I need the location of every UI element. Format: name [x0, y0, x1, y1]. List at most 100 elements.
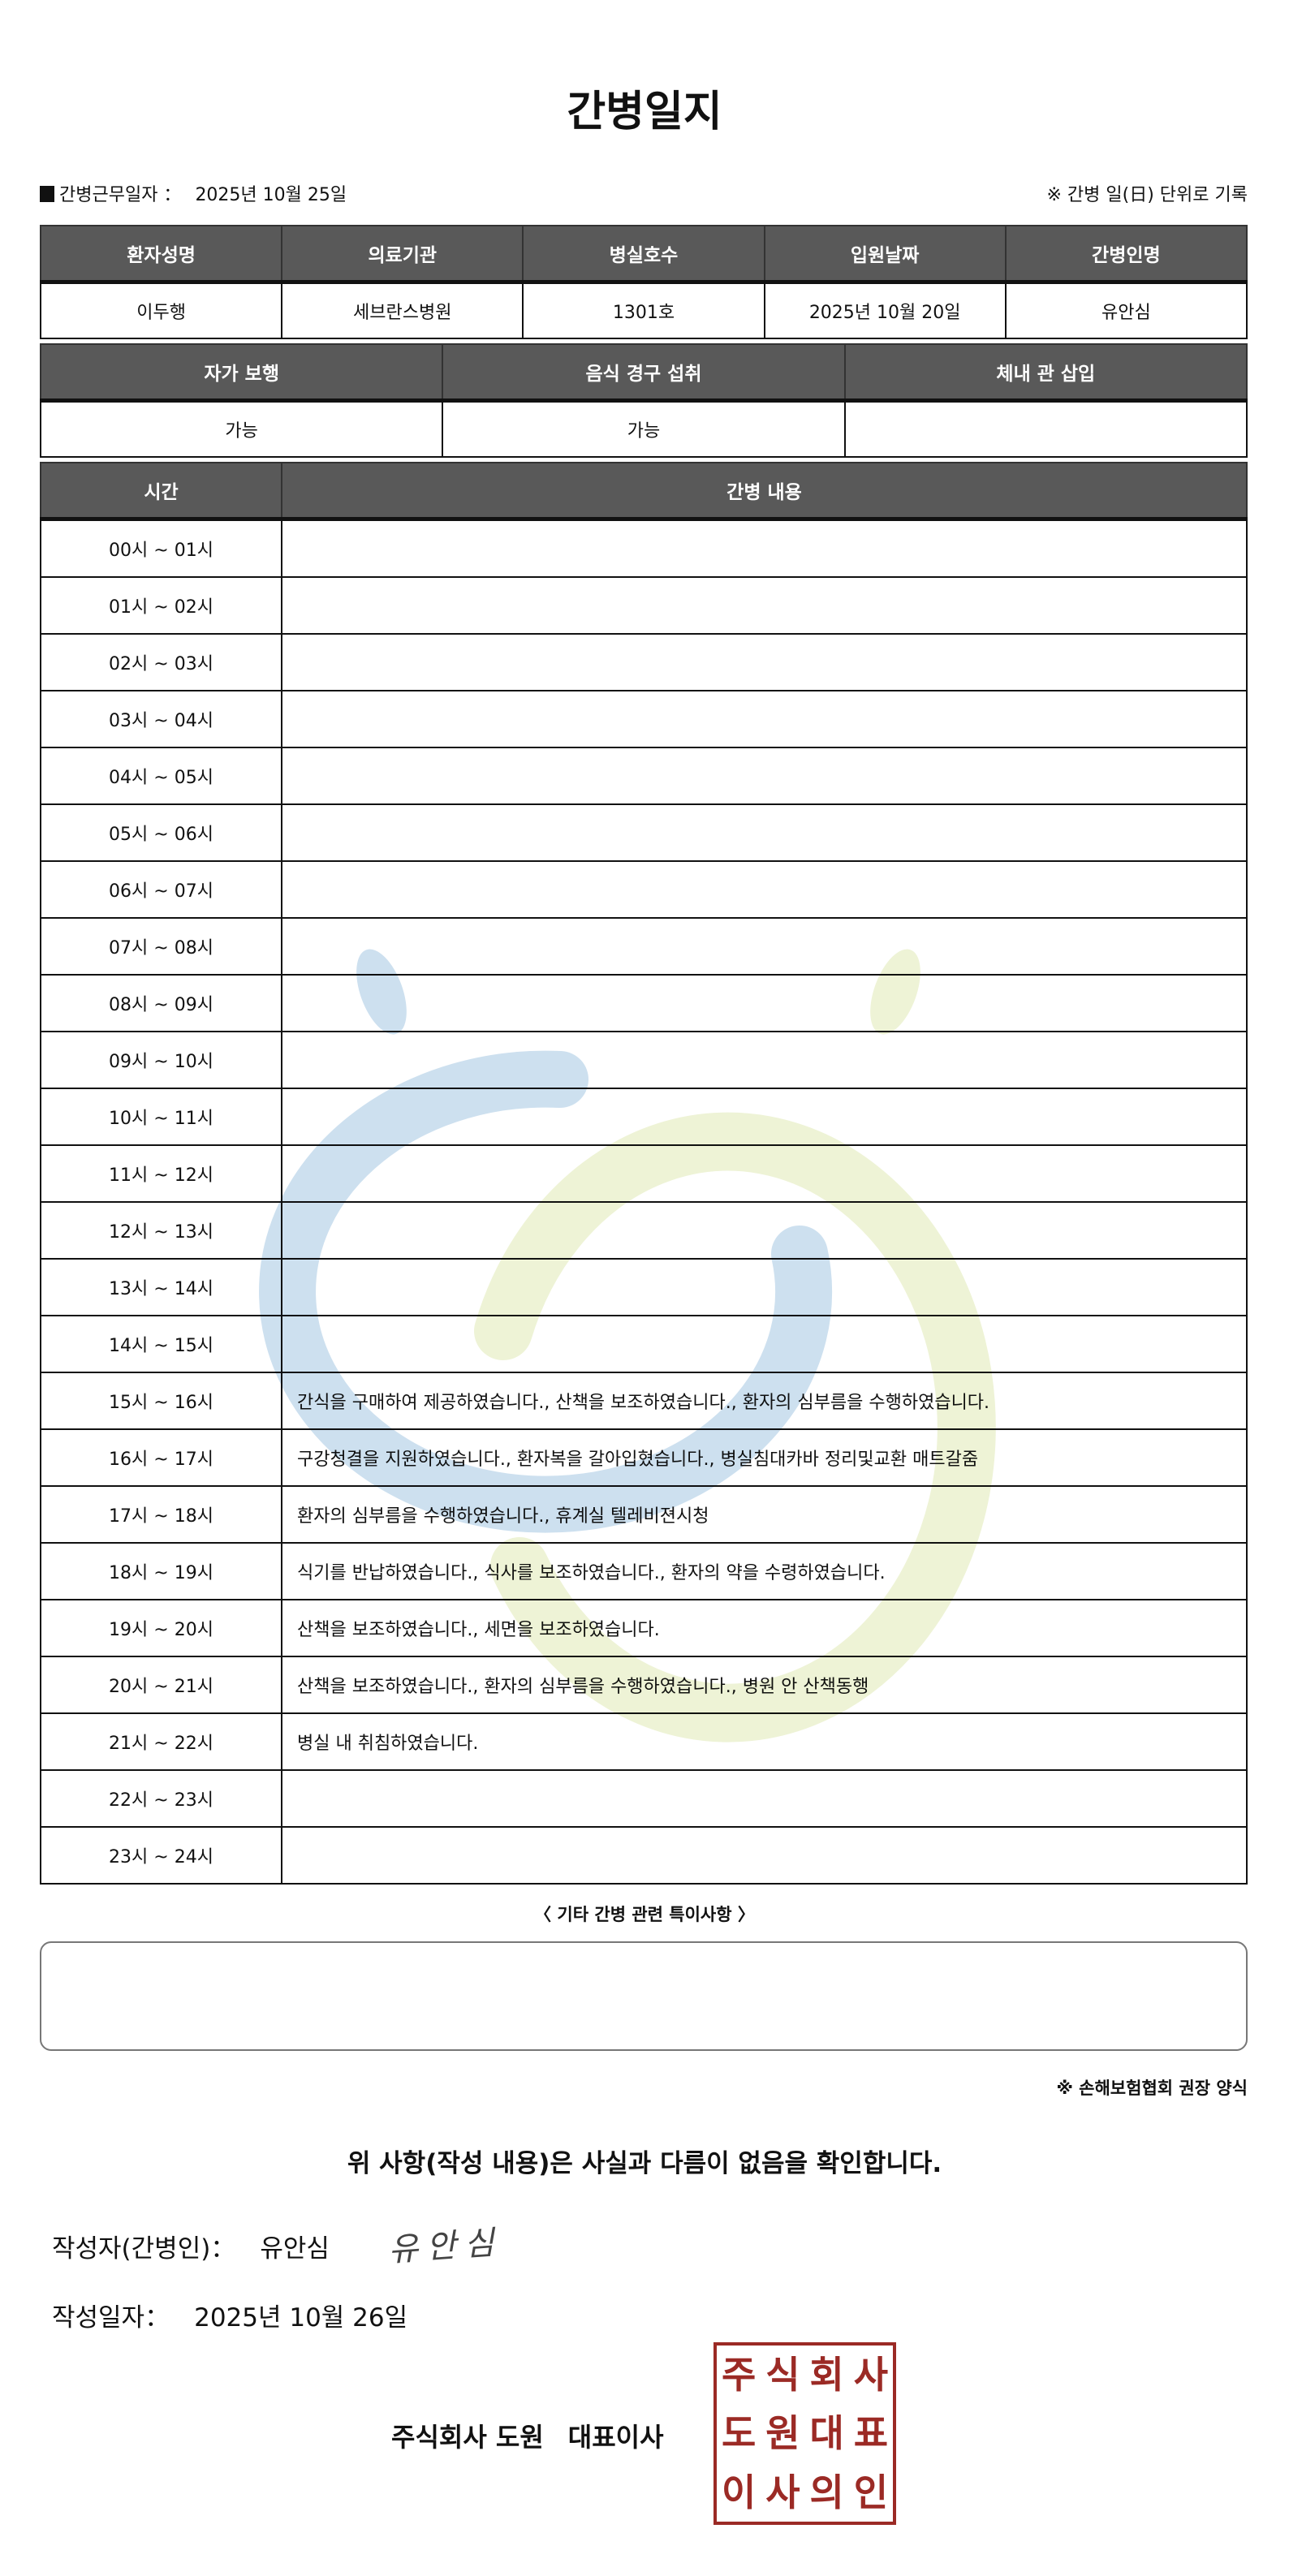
work-date-label: 간병근무일자 ：: [59, 185, 182, 205]
log-time: 22시 ~ 23시: [40, 1769, 282, 1828]
log-row: 09시 ~ 10시: [40, 1031, 1248, 1089]
caregiver-name: 유안심: [1004, 281, 1248, 339]
confirmation-statement: 위 사항(작성 내용)은 사실과 다름이 없음을 확인합니다.: [347, 2149, 942, 2178]
log-row: 12시 ~ 13시: [40, 1201, 1248, 1260]
log-content: [281, 690, 1248, 748]
log-row: 22시 ~ 23시: [40, 1769, 1248, 1828]
header-tube-insertion: 체내 관 삽입: [843, 343, 1248, 403]
ceo-title: 대표이사: [567, 2422, 664, 2453]
log-content: [281, 1088, 1248, 1146]
stamp-character: 원: [765, 2411, 800, 2456]
stamp-character: 사: [853, 2353, 889, 2397]
writer-label: 작성자(간병인)：: [52, 2234, 236, 2264]
log-time: 09시 ~ 10시: [40, 1031, 282, 1089]
oral-intake: 가능: [442, 399, 846, 458]
log-row: 02시 ~ 03시: [40, 633, 1248, 691]
log-content: 산책을 보조하였습니다., 환자의 심부름을 수행하였습니다., 병원 안 산책…: [281, 1656, 1248, 1714]
log-row: 01시 ~ 02시: [40, 576, 1248, 635]
log-time: 14시 ~ 15시: [40, 1315, 282, 1373]
log-row: 15시 ~ 16시 간식을 구매하여 제공하였습니다., 산책을 보조하였습니다.…: [40, 1372, 1248, 1430]
special-notes-label: 〈 기타 간병 관련 특이사항 〉: [534, 1905, 755, 1924]
log-content: [281, 1826, 1248, 1885]
log-content: 구강청결을 지원하였습니다., 환자복을 갈아입혔습니다., 병실침대카바 정리…: [281, 1428, 1248, 1487]
stamp-character: 식: [765, 2353, 800, 2397]
log-time: 21시 ~ 22시: [40, 1712, 282, 1771]
header-oral-intake: 음식 경구 섭취: [442, 343, 846, 403]
log-row: 10시 ~ 11시: [40, 1088, 1248, 1146]
log-content: 간식을 구매하여 제공하였습니다., 산책을 보조하였습니다., 환자의 심부름…: [281, 1372, 1248, 1430]
log-time: 20시 ~ 21시: [40, 1656, 282, 1714]
log-row: 17시 ~ 18시 환자의 심부름을 수행하였습니다., 휴계실 텔레비젼시청: [40, 1485, 1248, 1544]
log-content: [281, 1144, 1248, 1203]
log-time: 06시 ~ 07시: [40, 860, 282, 919]
log-time: 00시 ~ 01시: [40, 518, 282, 578]
log-row: 21시 ~ 22시 병실 내 취침하였습니다.: [40, 1712, 1248, 1771]
patient-info-table: 환자성명 의료기관 병실호수 입원날짜 간병인명 이두행 세브란스병원 1301…: [39, 225, 1248, 339]
log-row: 06시 ~ 07시: [40, 860, 1248, 919]
log-time: 18시 ~ 19시: [40, 1542, 282, 1600]
self-walking: 가능: [39, 399, 444, 458]
log-content: [281, 917, 1248, 976]
log-content: [281, 1031, 1248, 1089]
log-time: 13시 ~ 14시: [40, 1258, 282, 1316]
log-time: 19시 ~ 20시: [40, 1599, 282, 1657]
log-row: 14시 ~ 15시: [40, 1315, 1248, 1373]
log-row: 05시 ~ 06시: [40, 803, 1248, 862]
log-content: [281, 1201, 1248, 1260]
stamp-character: 주: [721, 2353, 757, 2397]
recommend-note: ※ 손해보험협회 권장 양식: [1056, 2078, 1248, 2098]
page-title: 간병일지: [567, 88, 722, 136]
log-time: 03시 ~ 04시: [40, 690, 282, 748]
log-time: 17시 ~ 18시: [40, 1485, 282, 1544]
header-self-walking: 자가 보행: [39, 343, 444, 403]
log-content: [281, 803, 1248, 862]
log-time: 07시 ~ 08시: [40, 917, 282, 976]
log-time: 08시 ~ 09시: [40, 974, 282, 1032]
log-content: [281, 1769, 1248, 1828]
tube-insertion: [843, 399, 1248, 458]
log-row: 16시 ~ 17시 구강청결을 지원하였습니다., 환자복을 갈아입혔습니다., …: [40, 1428, 1248, 1487]
log-content: [281, 633, 1248, 691]
log-content: [281, 518, 1248, 578]
log-time: 23시 ~ 24시: [40, 1826, 282, 1885]
log-row: 20시 ~ 21시 산책을 보조하였습니다., 환자의 심부름을 수행하였습니다.…: [40, 1656, 1248, 1714]
log-row: 19시 ~ 20시 산책을 보조하였습니다., 세면을 보조하였습니다.: [40, 1599, 1248, 1657]
patient-name: 이두행: [39, 281, 283, 339]
log-row: 23시 ~ 24시: [40, 1826, 1248, 1885]
log-content: 환자의 심부름을 수행하였습니다., 휴계실 텔레비젼시청: [281, 1485, 1248, 1544]
care-log-table: 시간 간병 내용 00시 ~ 01시 01시 ~ 02시 02시 ~ 03시 03시 …: [40, 462, 1248, 1885]
header-room: 병실호수: [522, 225, 765, 284]
admission-date: 2025년 10월 20일: [763, 281, 1007, 339]
log-content: 산책을 보조하였습니다., 세면을 보조하였습니다.: [281, 1599, 1248, 1657]
header-time: 시간: [40, 462, 282, 521]
record-note: ※ 간병 일(日) 단위로 기록: [1046, 185, 1248, 205]
log-time: 12시 ~ 13시: [40, 1201, 282, 1260]
stamp-character: 인: [853, 2470, 889, 2514]
log-content: [281, 974, 1248, 1032]
log-row: 18시 ~ 19시 식기를 반납하였습니다., 식사를 보조하였습니다., 환자의…: [40, 1542, 1248, 1600]
log-row: 07시 ~ 08시: [40, 917, 1248, 976]
log-content: [281, 747, 1248, 805]
header-caregiver: 간병인명: [1004, 225, 1248, 284]
stamp-character: 도: [721, 2411, 757, 2456]
stamp-character: 이: [721, 2470, 757, 2514]
header-patient-name: 환자성명: [39, 225, 283, 284]
log-time: 10시 ~ 11시: [40, 1088, 282, 1146]
log-time: 05시 ~ 06시: [40, 803, 282, 862]
log-content: 병실 내 취침하였습니다.: [281, 1712, 1248, 1771]
log-time: 02시 ~ 03시: [40, 633, 282, 691]
log-content: [281, 1258, 1248, 1316]
log-time: 15시 ~ 16시: [40, 1372, 282, 1430]
log-time: 04시 ~ 05시: [40, 747, 282, 805]
log-row: 04시 ~ 05시: [40, 747, 1248, 805]
writer-name: 유안심: [260, 2234, 330, 2264]
hospital: 세브란스병원: [281, 281, 524, 339]
log-content: [281, 860, 1248, 919]
company-name: 주식회사 도원: [391, 2422, 544, 2453]
log-content: [281, 576, 1248, 635]
patient-status-table: 자가 보행 음식 경구 섭취 체내 관 삽입 가능 가능: [39, 343, 1248, 458]
log-time: 11시 ~ 12시: [40, 1144, 282, 1203]
stamp-character: 사: [765, 2470, 800, 2514]
log-row: 08시 ~ 09시: [40, 974, 1248, 1032]
